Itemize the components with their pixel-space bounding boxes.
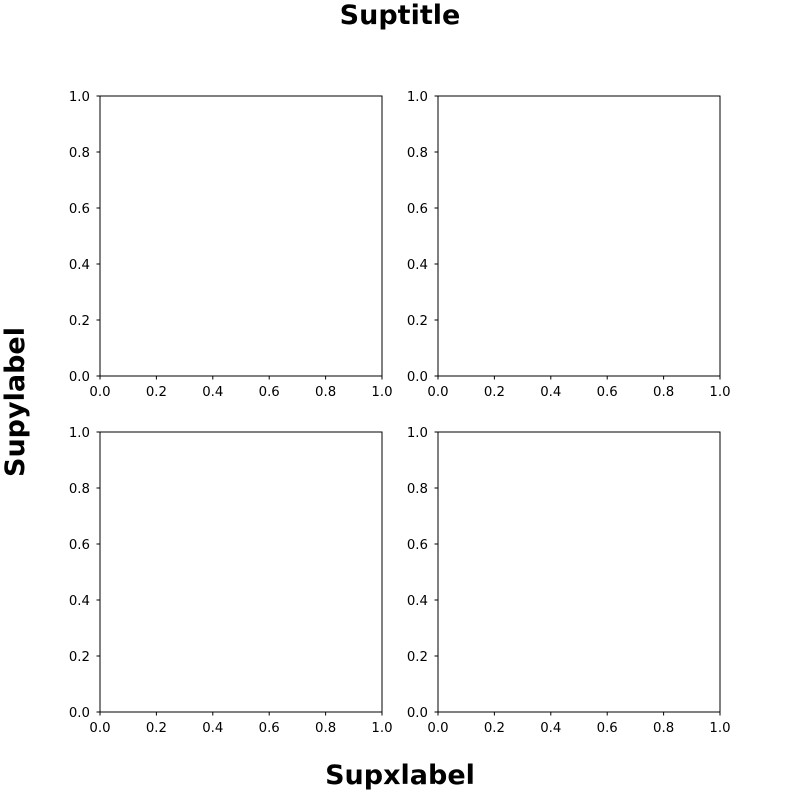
x-tick-label: 1.0 bbox=[371, 385, 392, 400]
y-tick-label: 0.6 bbox=[69, 202, 90, 217]
y-tick-label: 0.4 bbox=[407, 258, 428, 273]
x-tick-label: 0.0 bbox=[89, 385, 110, 400]
y-tick-label: 0.8 bbox=[407, 482, 428, 497]
x-tick-label: 0.6 bbox=[597, 721, 618, 736]
y-tick-label: 1.0 bbox=[407, 426, 428, 441]
y-tick-label: 0.0 bbox=[407, 370, 428, 385]
x-tick-label: 0.4 bbox=[540, 721, 561, 736]
x-tick-label: 0.2 bbox=[484, 385, 505, 400]
axes-top-left: 0.0 0.2 0.4 0.6 0.8 1.0 0.0 0.2 0.4 0.6 0.8 1.0 bbox=[69, 90, 393, 400]
y-tick-label: 1.0 bbox=[69, 426, 90, 441]
x-tick-label: 0.2 bbox=[146, 721, 167, 736]
y-tick-label: 0.2 bbox=[69, 650, 90, 665]
axes-layer: 0.0 0.2 0.4 0.6 0.8 1.00.00.20.40.60.81.00.0 0… bbox=[69, 90, 731, 736]
suptitle: Suptitle bbox=[340, 0, 461, 31]
y-tick-label: 0.2 bbox=[407, 650, 428, 665]
x-tick-label: 0.2 bbox=[146, 385, 167, 400]
axes-bottom-right: 0.0 0.2 0.4 0.6 0.8 1.0 0.0 0.2 0.4 0.6 0.8 1.0 bbox=[407, 426, 731, 736]
axes-frame bbox=[99, 95, 383, 377]
x-tick-label: 0.6 bbox=[259, 385, 280, 400]
x-tick-label: 0.8 bbox=[315, 721, 336, 736]
x-tick-label: 0.4 bbox=[540, 385, 561, 400]
supxlabel: Supxlabel bbox=[325, 760, 475, 791]
y-tick-label: 0.0 bbox=[69, 370, 90, 385]
x-tick-label: 0.6 bbox=[597, 385, 618, 400]
y-tick-label: 0.0 bbox=[69, 706, 90, 721]
y-tick-label: 0.4 bbox=[407, 594, 428, 609]
y-tick-label: 0.4 bbox=[69, 594, 90, 609]
y-tick-label: 0.4 bbox=[69, 258, 90, 273]
y-tick-label: 0.6 bbox=[69, 538, 90, 553]
supylabel: Supylabel bbox=[0, 327, 31, 477]
axes-frame bbox=[437, 95, 721, 377]
x-tick-label: 0.6 bbox=[259, 721, 280, 736]
x-tick-label: 1.0 bbox=[709, 721, 730, 736]
x-tick-label: 1.0 bbox=[709, 385, 730, 400]
y-tick-label: 1.0 bbox=[69, 90, 90, 105]
y-tick-label: 0.8 bbox=[69, 482, 90, 497]
x-tick-label: 1.0 bbox=[371, 721, 392, 736]
x-tick-label: 0.0 bbox=[427, 385, 448, 400]
x-tick-label: 0.2 bbox=[484, 721, 505, 736]
y-tick-label: 1.0 bbox=[407, 90, 428, 105]
axes-frame bbox=[437, 431, 721, 713]
y-tick-label: 0.6 bbox=[407, 202, 428, 217]
x-tick-label: 0.8 bbox=[315, 385, 336, 400]
y-tick-label: 0.0 bbox=[407, 706, 428, 721]
axes-frame bbox=[99, 431, 383, 713]
y-tick-label: 0.2 bbox=[69, 314, 90, 329]
axes-top-right: 0.0 0.2 0.4 0.6 0.8 1.0 0.0 0.2 0.4 0.6 0.8 1.0 bbox=[407, 90, 731, 400]
y-tick-label: 0.2 bbox=[407, 314, 428, 329]
x-tick-label: 0.0 bbox=[427, 721, 448, 736]
y-tick-label: 0.8 bbox=[69, 146, 90, 161]
x-tick-label: 0.0 bbox=[89, 721, 110, 736]
x-tick-label: 0.4 bbox=[202, 385, 223, 400]
axes-bottom-left: 0.0 0.2 0.4 0.6 0.8 1.0 0.0 0.2 0.4 0.6 0.8 1.0 bbox=[69, 426, 393, 736]
y-tick-label: 0.6 bbox=[407, 538, 428, 553]
y-tick-label: 0.8 bbox=[407, 146, 428, 161]
x-tick-label: 0.8 bbox=[653, 721, 674, 736]
x-tick-label: 0.8 bbox=[653, 385, 674, 400]
x-tick-label: 0.4 bbox=[202, 721, 223, 736]
